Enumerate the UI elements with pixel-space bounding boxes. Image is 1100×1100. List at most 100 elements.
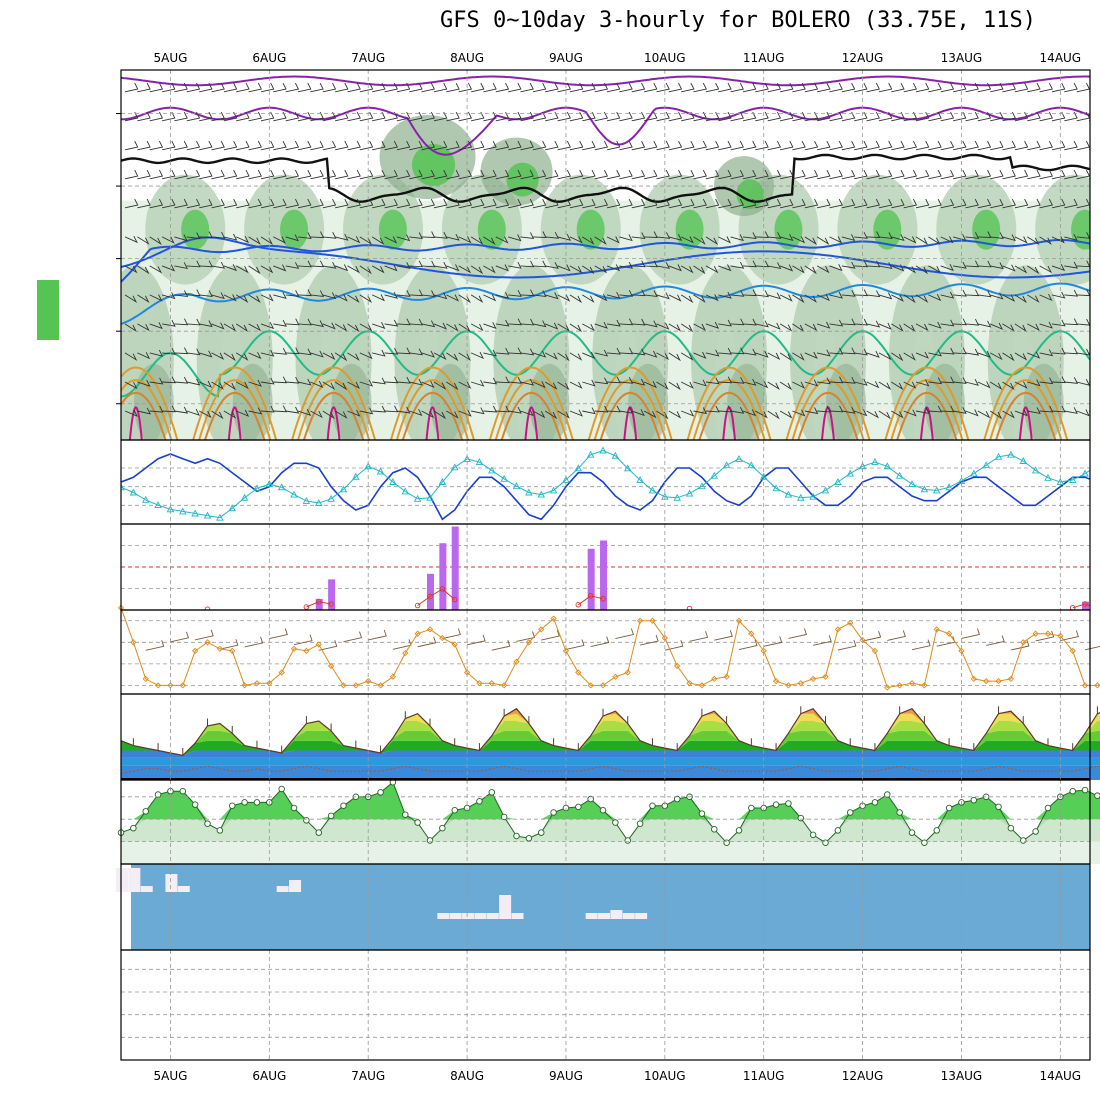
thickness-point <box>784 490 793 498</box>
wind-barb <box>186 198 201 209</box>
wind-barb <box>878 82 893 93</box>
thickness-point <box>228 504 236 512</box>
wind-barb <box>915 169 930 180</box>
wind-barb <box>940 82 955 93</box>
wind-barb <box>1002 323 1015 332</box>
wind-barb <box>495 264 509 272</box>
wind-speed-point <box>204 639 211 646</box>
thickness-point <box>537 490 545 498</box>
rh-fill-humid-upper <box>736 179 764 210</box>
thickness-point <box>376 467 385 475</box>
wind-barb <box>742 348 757 356</box>
wind-barb <box>520 232 535 239</box>
wind-barb <box>273 319 287 327</box>
rh-point <box>476 798 483 805</box>
wind-barb <box>199 169 213 180</box>
wind-barb <box>545 231 559 239</box>
wind-barb <box>619 406 633 414</box>
wind-barb <box>1064 377 1079 384</box>
wind-barb <box>470 323 484 332</box>
wind-barb <box>705 405 720 413</box>
rh-fill-humid <box>675 209 704 250</box>
rh-point <box>636 820 644 827</box>
wind-barb <box>532 350 547 358</box>
wind-barb <box>421 198 435 209</box>
wind-barb <box>124 381 138 390</box>
thickness-point <box>982 461 990 469</box>
wind-barb <box>977 140 992 151</box>
wind-barb <box>693 198 707 209</box>
wind-barb <box>965 232 980 239</box>
wind-speed-point <box>451 641 458 648</box>
wind-barb <box>520 111 534 122</box>
surface-wind-barb <box>714 630 733 641</box>
wind-speed-point <box>1032 630 1039 637</box>
wind-barb <box>953 198 967 209</box>
wind-barb <box>334 410 348 419</box>
wind-barb <box>804 140 819 151</box>
wind-speed-point <box>711 675 718 683</box>
wind-barb <box>779 264 794 272</box>
wind-barb <box>903 169 918 180</box>
wind-barb <box>347 352 360 361</box>
wind-barb <box>273 292 287 299</box>
wind-barb <box>829 264 843 272</box>
wind-barb <box>532 320 547 328</box>
wind-barb <box>235 294 249 304</box>
wind-barb <box>631 232 646 239</box>
wind-barb <box>223 410 237 419</box>
wind-barb <box>1002 234 1016 242</box>
surface-wind-barb <box>738 639 758 651</box>
wind-speed-point <box>550 615 557 622</box>
thickness-point <box>846 469 854 477</box>
wind-barb <box>520 169 534 180</box>
rh-point <box>500 813 508 821</box>
wind-barb <box>310 320 324 328</box>
wind-barb <box>273 347 288 355</box>
wind-barb <box>1051 140 1066 151</box>
wind-barb <box>396 318 411 326</box>
surface-wind-barb <box>170 631 190 643</box>
wind-barb <box>730 261 745 269</box>
wind-barb <box>594 321 608 329</box>
wind-barb <box>817 377 831 385</box>
wind-barb <box>557 140 571 151</box>
wind-barb <box>1089 120 1090 122</box>
wind-barb <box>965 82 979 93</box>
rh-point <box>575 803 582 811</box>
wind-barb <box>508 169 522 180</box>
wind-barb <box>409 198 423 209</box>
wind-barb <box>223 111 238 122</box>
wind-barb <box>644 231 658 238</box>
wind-barb <box>545 322 559 330</box>
rh-point <box>315 829 323 836</box>
wind-barb <box>124 82 139 93</box>
wind-barb <box>372 294 385 302</box>
wind-barb <box>409 408 423 416</box>
wind-barb <box>705 82 720 93</box>
wind-barb <box>569 323 583 333</box>
wind-barb <box>953 82 967 93</box>
wind-barb <box>532 169 547 180</box>
wind-barb <box>742 232 757 239</box>
lifted-index-line <box>578 595 604 606</box>
wind-speed-point <box>995 677 1002 685</box>
wind-barb <box>594 82 609 93</box>
wind-barb <box>644 198 658 209</box>
wind-barb <box>1014 236 1028 244</box>
wind-barb <box>322 198 337 209</box>
wind-barb <box>297 232 312 240</box>
cape-bar <box>451 526 459 610</box>
wind-barb <box>495 169 510 180</box>
rh-point <box>921 839 928 846</box>
surface-wind-barb <box>244 636 264 648</box>
rh-point <box>550 809 557 816</box>
wind-barb <box>310 350 324 358</box>
wind-barb <box>928 236 941 246</box>
wind-barb <box>1027 294 1040 303</box>
lifted-index-point <box>587 593 594 599</box>
wind-barb <box>631 260 646 268</box>
wind-barb <box>124 409 138 417</box>
wind-speed-point <box>636 617 644 624</box>
wind-barb <box>866 290 881 298</box>
